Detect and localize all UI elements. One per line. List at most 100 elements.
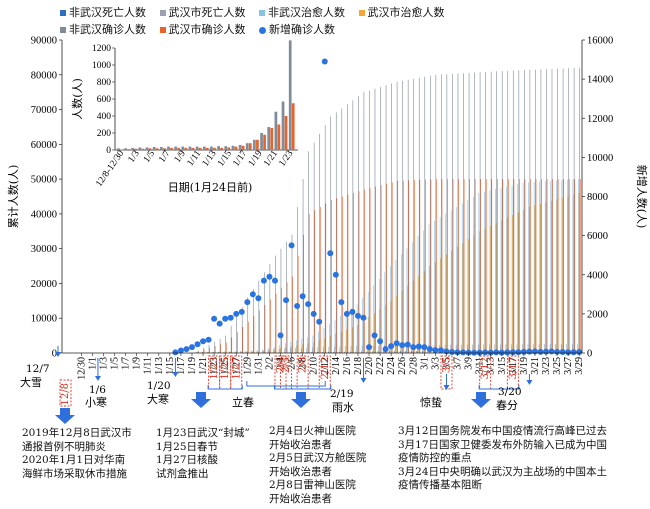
bar: [319, 133, 320, 353]
inset-bar-orange: [134, 148, 138, 150]
inset-bar-orange: [177, 147, 181, 151]
inset-bar-orange: [141, 148, 145, 150]
bar: [400, 345, 402, 353]
inset-bar-gray: [267, 127, 271, 150]
bar: [230, 326, 232, 353]
note-line: 1月23日武汉“封城”: [156, 427, 250, 439]
bar: [511, 185, 513, 353]
bar: [368, 317, 370, 353]
inset-y-tick-label: 0: [106, 146, 111, 156]
x-tick-label: 1/27: [231, 357, 242, 375]
bar: [225, 342, 227, 353]
new-case-point: [393, 340, 400, 347]
bar: [231, 337, 233, 353]
inset-bar-orange: [127, 149, 130, 150]
bar: [574, 179, 576, 353]
bar: [351, 308, 352, 353]
bar: [235, 351, 237, 353]
bar: [351, 327, 353, 353]
bar: [563, 179, 564, 353]
bar: [350, 345, 352, 353]
new-case-point: [399, 342, 406, 349]
bar: [344, 351, 346, 353]
bar: [248, 321, 249, 353]
note-group-3: 2月4日火神山医院 开始收治患者 2月5日武汉方舱医院 开始收治患者 2月8日雷…: [269, 425, 366, 506]
inset-bar-gray: [231, 145, 235, 150]
bar: [533, 181, 535, 353]
x-tick-label: 3/3: [430, 357, 441, 370]
new-case-point: [537, 348, 544, 355]
legend-item: 武汉市确诊人数: [159, 21, 246, 38]
inset-bar-orange: [263, 134, 266, 150]
bracket-g3: [274, 385, 332, 390]
bar: [489, 190, 491, 353]
bar: [206, 352, 208, 353]
bar: [419, 179, 421, 353]
bar: [406, 248, 408, 353]
bar: [329, 323, 330, 353]
note-line: 3月12日国务院发布中国疫情流行高峰已过去: [398, 425, 608, 437]
bar: [361, 351, 362, 353]
inset-bar-gray: [288, 40, 292, 150]
y2-tick-label: 8000: [587, 192, 608, 203]
y2-tick-label: 6000: [587, 231, 608, 242]
bar: [241, 351, 242, 353]
bar: [410, 351, 412, 353]
inset-x-tick-label: 1/17: [231, 149, 249, 169]
highlight-1-27-label: 1/27: [231, 357, 242, 379]
bar: [323, 346, 324, 353]
bar: [418, 275, 419, 353]
inset-y-tick-label: 200: [97, 129, 112, 139]
term-xiaohan-date: 1/6: [89, 384, 106, 396]
new-case-point: [482, 349, 489, 356]
inset-x-tick-label: 1/21: [262, 149, 280, 169]
note-line: 通报首例不明肺炎: [22, 440, 106, 453]
y-tick-label: 30000: [31, 244, 57, 255]
bar: [394, 351, 395, 353]
bar: [573, 194, 574, 353]
bar: [474, 179, 476, 353]
bar: [528, 206, 530, 353]
bar: [313, 142, 315, 353]
new-case-point: [222, 315, 229, 322]
bar: [505, 344, 507, 353]
bar: [468, 72, 470, 353]
new-case-point: [371, 332, 378, 339]
inset-bar-gray: [145, 147, 149, 150]
bar: [473, 235, 475, 353]
new-case-point: [260, 277, 267, 284]
bar: [517, 212, 519, 353]
bar: [490, 71, 492, 354]
bar: [284, 348, 285, 353]
bar: [512, 70, 514, 353]
bar: [263, 350, 265, 353]
inset-bar-gray: [117, 148, 120, 150]
bar: [560, 344, 562, 353]
bar: [350, 351, 351, 353]
bar: [568, 179, 570, 353]
new-case-point: [277, 332, 284, 339]
bar: [307, 337, 308, 353]
inset-bar-gray: [281, 101, 285, 150]
bar: [208, 351, 209, 353]
bar: [236, 316, 237, 353]
bar: [390, 300, 392, 353]
bar: [496, 179, 498, 353]
new-case-point: [305, 301, 312, 308]
bar: [546, 69, 547, 354]
new-case-point: [200, 338, 207, 345]
bar: [414, 180, 415, 353]
x-tick-label: 1/5: [110, 357, 121, 370]
inset-bar-orange: [205, 147, 209, 151]
new-case-point: [366, 344, 373, 351]
bar: [281, 288, 282, 353]
bar: [463, 73, 464, 353]
bar: [571, 344, 573, 353]
new-case-point: [321, 58, 328, 65]
bar: [517, 183, 518, 353]
legend-label: 非武汉死亡人数: [69, 6, 146, 19]
note-line: 海鲜市场采取休市措施: [22, 467, 127, 480]
inset-x-tick-label: 1/19: [247, 149, 265, 169]
bar: [339, 346, 341, 353]
